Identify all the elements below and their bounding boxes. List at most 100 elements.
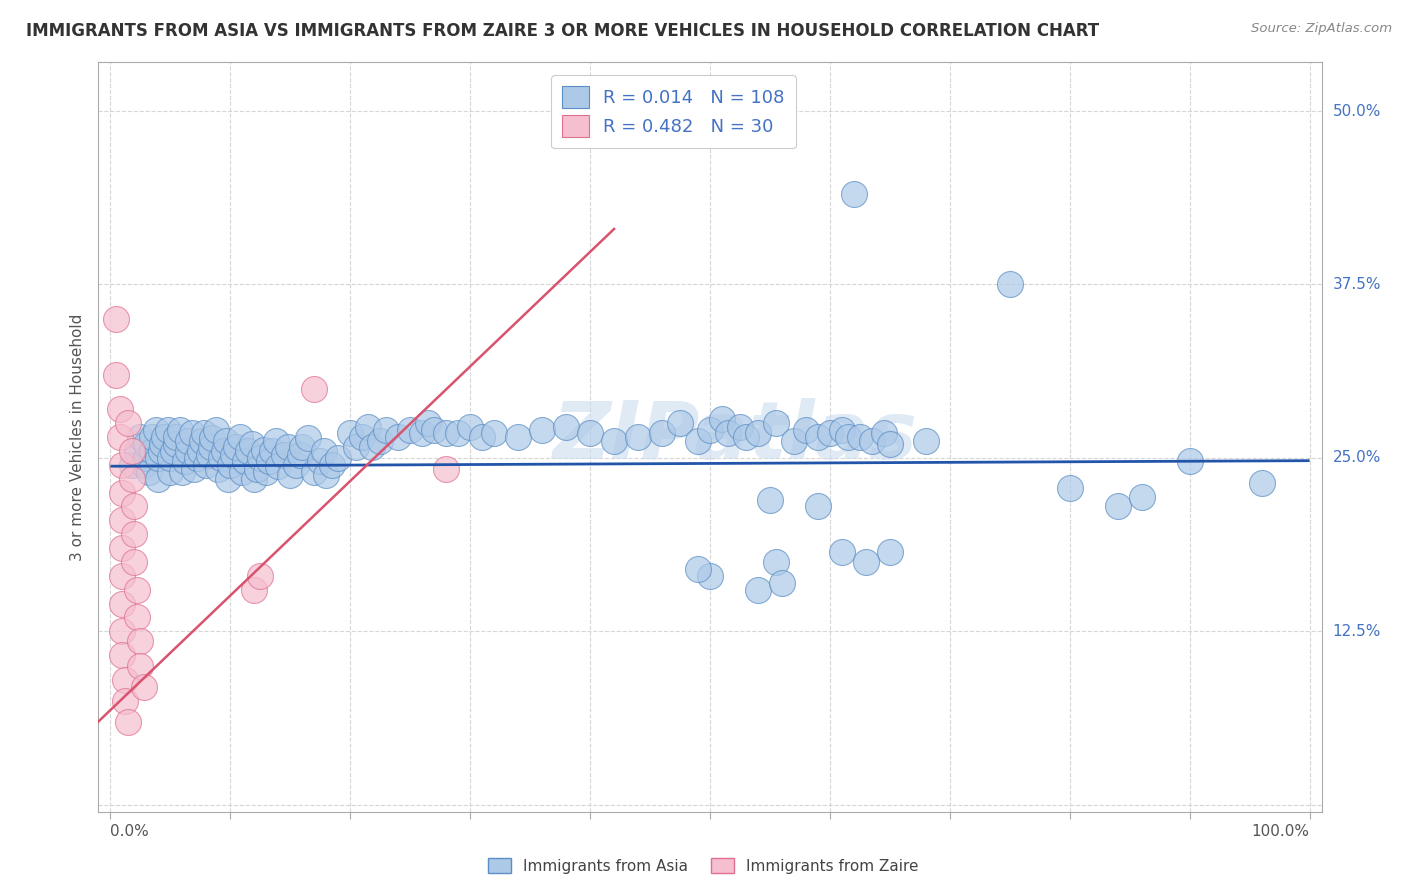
Point [105,368,128,382]
Point [352,430,374,444]
Text: 50.0%: 50.0% [1333,103,1381,119]
Point [770,575,793,590]
Point [291,440,314,454]
Point [267,459,290,474]
Point [387,430,409,444]
Point [998,277,1021,292]
Point [183,462,205,476]
Point [873,425,896,440]
Point [262,444,284,458]
Point [699,423,721,437]
Point [111,648,134,662]
Point [759,492,782,507]
Point [231,465,253,479]
Point [117,416,139,430]
Point [165,437,187,451]
Point [418,416,440,430]
Y-axis label: 3 or more Vehicles in Household: 3 or more Vehicles in Household [70,313,86,561]
Point [411,425,433,440]
Point [253,442,276,457]
Point [860,434,883,449]
Point [132,680,155,694]
Point [531,423,554,437]
Point [233,453,256,467]
Point [686,434,709,449]
Point [257,453,280,467]
Point [159,465,181,479]
Point [747,425,769,440]
Point [219,458,242,472]
Point [368,434,391,449]
Text: 37.5%: 37.5% [1333,277,1381,292]
Point [831,545,853,559]
Point [169,423,191,437]
Point [138,465,160,479]
Point [243,472,266,486]
Point [188,444,211,458]
Point [669,416,692,430]
Point [207,462,229,476]
Point [121,444,143,458]
Point [285,458,308,472]
Point [114,694,136,708]
Point [149,444,172,458]
Point [177,434,200,449]
Point [651,425,673,440]
Point [111,485,134,500]
Point [114,673,136,687]
Point [222,448,245,462]
Point [125,444,148,458]
Point [879,545,901,559]
Point [1250,475,1272,490]
Point [121,472,143,486]
Point [105,312,128,326]
Point [195,458,218,472]
Point [153,430,176,444]
Point [177,444,200,458]
Point [344,440,367,454]
Point [111,624,134,639]
Point [201,432,224,446]
Point [132,458,155,472]
Point [172,465,194,479]
Point [747,582,769,597]
Point [1059,482,1081,496]
Point [794,423,817,437]
Point [129,659,152,673]
Point [915,434,938,449]
Point [765,416,787,430]
Point [186,450,208,465]
Point [240,437,263,451]
Point [842,187,865,202]
Point [434,462,457,476]
Text: 100.0%: 100.0% [1251,824,1309,839]
Point [879,437,901,451]
Point [190,434,212,449]
Point [249,569,271,583]
Point [297,432,319,446]
Point [111,513,134,527]
Text: 0.0%: 0.0% [111,824,149,839]
Point [124,500,146,514]
Point [121,458,143,472]
Legend: Immigrants from Asia, Immigrants from Zaire: Immigrants from Asia, Immigrants from Za… [481,852,925,880]
Point [129,634,152,648]
Point [162,444,184,458]
Point [1130,490,1153,504]
Point [855,555,877,569]
Point [243,582,266,597]
Point [849,430,872,444]
Point [141,444,163,458]
Point [328,450,350,465]
Point [156,423,179,437]
Point [579,425,602,440]
Point [309,453,332,467]
Point [225,440,247,454]
Point [711,412,734,426]
Point [159,450,181,465]
Point [315,467,337,482]
Point [304,382,326,396]
Point [1178,453,1201,467]
Point [1107,500,1129,514]
Point [471,430,494,444]
